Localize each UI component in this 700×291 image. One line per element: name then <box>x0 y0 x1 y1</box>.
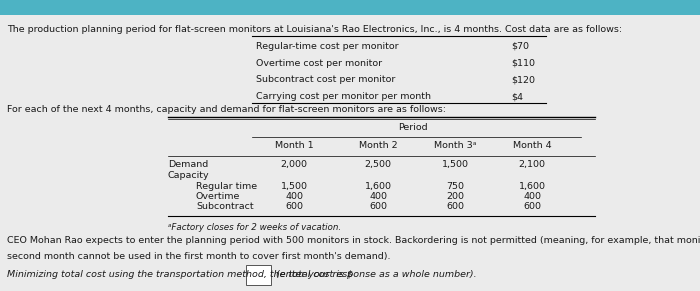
Text: 400: 400 <box>523 192 541 201</box>
Text: $110: $110 <box>511 59 535 68</box>
Text: 1,600: 1,600 <box>519 182 545 191</box>
Text: ᵃFactory closes for 2 weeks of vacation.: ᵃFactory closes for 2 weeks of vacation. <box>168 223 341 232</box>
Text: 400: 400 <box>285 192 303 201</box>
Text: Capacity: Capacity <box>168 171 209 180</box>
Text: Minimizing total cost using the transportation method, the total cost is $: Minimizing total cost using the transpor… <box>7 271 353 279</box>
Text: Subcontract cost per monitor: Subcontract cost per monitor <box>256 75 395 84</box>
FancyBboxPatch shape <box>246 265 271 285</box>
Text: 750: 750 <box>446 182 464 191</box>
Text: 200: 200 <box>446 192 464 201</box>
Text: Overtime cost per monitor: Overtime cost per monitor <box>256 59 382 68</box>
Text: $70: $70 <box>511 42 529 51</box>
Text: For each of the next 4 months, capacity and demand for flat-screen monitors are : For each of the next 4 months, capacity … <box>7 105 446 113</box>
Text: Carrying cost per monitor per month: Carrying cost per monitor per month <box>256 92 430 101</box>
Text: Regular time: Regular time <box>196 182 257 191</box>
Text: 400: 400 <box>369 192 387 201</box>
Text: 1,500: 1,500 <box>442 160 468 169</box>
Text: second month cannot be used in the first month to cover first month's demand).: second month cannot be used in the first… <box>7 252 391 260</box>
Text: 2,000: 2,000 <box>281 160 307 169</box>
Bar <box>0 0 700 15</box>
Text: 2,100: 2,100 <box>519 160 545 169</box>
Text: 1,600: 1,600 <box>365 182 391 191</box>
Text: Period: Period <box>398 123 428 132</box>
Text: Overtime: Overtime <box>196 192 240 201</box>
Text: 600: 600 <box>369 202 387 211</box>
Text: 600: 600 <box>523 202 541 211</box>
Text: Month 2: Month 2 <box>358 141 398 150</box>
Text: 1,500: 1,500 <box>281 182 307 191</box>
Text: $4: $4 <box>511 92 523 101</box>
Text: Demand: Demand <box>168 160 209 169</box>
Text: Month 4: Month 4 <box>512 141 552 150</box>
Text: Regular-time cost per monitor: Regular-time cost per monitor <box>256 42 398 51</box>
Text: 600: 600 <box>446 202 464 211</box>
Text: CEO Mohan Rao expects to enter the planning period with 500 monitors in stock. B: CEO Mohan Rao expects to enter the plann… <box>7 236 700 244</box>
Text: Subcontract: Subcontract <box>196 202 253 211</box>
Text: 2,500: 2,500 <box>365 160 391 169</box>
Text: Month 3ᵃ: Month 3ᵃ <box>434 141 476 150</box>
Text: The production planning period for flat-screen monitors at Louisiana's Rao Elect: The production planning period for flat-… <box>7 25 622 34</box>
Text: $120: $120 <box>511 75 535 84</box>
Text: 600: 600 <box>285 202 303 211</box>
Text: Month 1: Month 1 <box>274 141 314 150</box>
Text: (enter your response as a whole number).: (enter your response as a whole number). <box>276 271 477 279</box>
